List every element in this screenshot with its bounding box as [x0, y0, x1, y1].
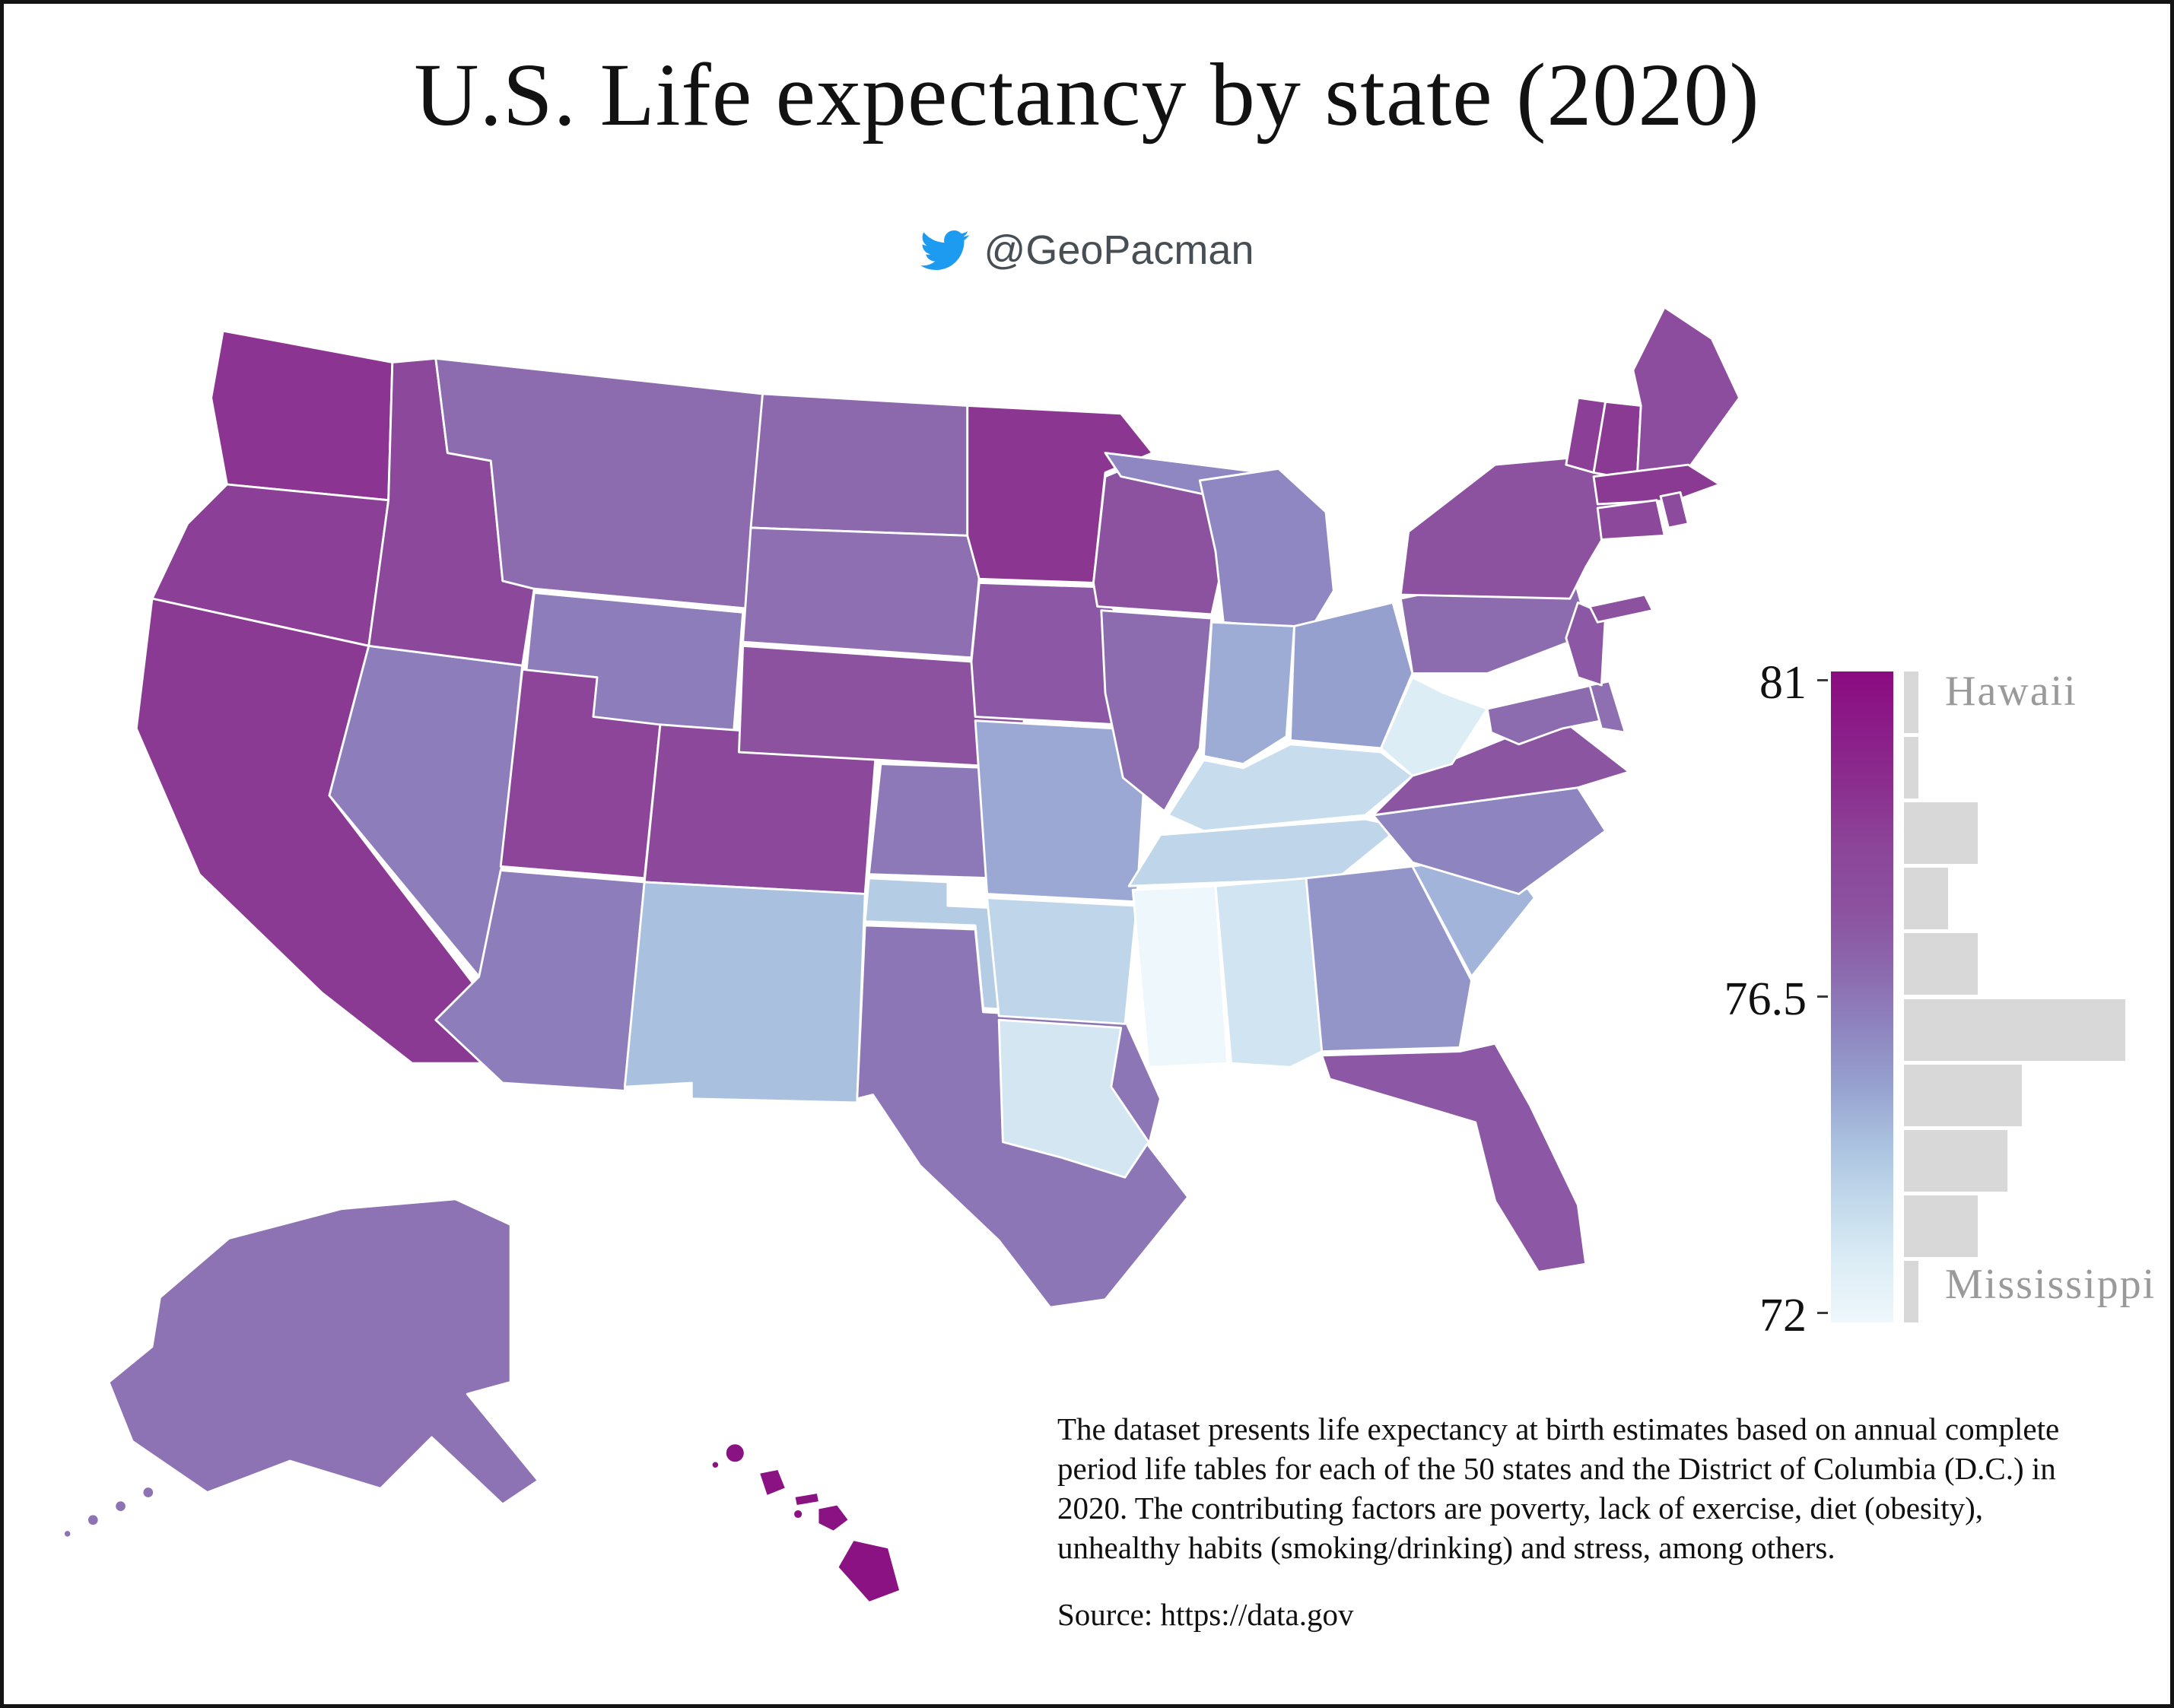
legend-lowest-state-label: Mississippi	[1945, 1261, 2157, 1308]
legend-tick-mid: 76.5	[1724, 973, 1807, 1025]
state-HI-big-island	[836, 1538, 902, 1604]
source-line: Source: https://data.gov	[1057, 1597, 1354, 1632]
legend-histogram-bar	[1904, 737, 1919, 799]
footer: The dataset presents life expectancy at …	[1057, 1409, 2061, 1634]
legend-histogram-bar	[1904, 671, 1919, 733]
us-choropleth-map	[62, 306, 1741, 1604]
state-HI-lanai	[792, 1508, 805, 1520]
state-AK-aleutian-island	[113, 1499, 128, 1513]
states-layer	[62, 306, 1741, 1604]
state-NM	[623, 881, 866, 1104]
state-TN	[1127, 817, 1402, 887]
legend-tick-mark-max	[1817, 679, 1828, 681]
state-MO	[974, 719, 1146, 903]
state-WA	[210, 329, 394, 502]
state-IN	[1203, 621, 1295, 766]
dataset-description: The dataset presents life expectancy at …	[1057, 1411, 2060, 1565]
state-MA	[1592, 463, 1721, 506]
state-IL	[1100, 609, 1213, 813]
legend-histogram-bar	[1904, 1064, 2023, 1126]
state-HI-niihau	[710, 1459, 721, 1470]
page-title: U.S. Life expectancy by state (2020)	[414, 45, 1760, 144]
twitter-handle: @GeoPacman	[984, 227, 1254, 273]
state-AK-aleutian-island	[62, 1529, 73, 1539]
state-HI-oahu	[757, 1468, 788, 1498]
state-CT	[1596, 499, 1666, 541]
legend-histogram-bar	[1904, 1129, 2007, 1192]
state-RI	[1659, 490, 1689, 529]
state-SD	[742, 526, 981, 659]
legend-histogram-bar	[1904, 1195, 1978, 1257]
state-ND	[749, 392, 969, 537]
state-FL	[1321, 1042, 1588, 1273]
state-AL	[1214, 877, 1324, 1068]
state-MS	[1131, 884, 1228, 1068]
legend-histogram-bar	[1904, 802, 1978, 865]
legend-histogram	[1904, 671, 2125, 1322]
state-MI	[1198, 467, 1335, 632]
state-HI-maui	[816, 1503, 850, 1533]
state-NY-long-island	[1588, 593, 1654, 624]
state-GA	[1305, 865, 1473, 1053]
legend-tick-mark-min	[1817, 1312, 1828, 1314]
state-HI-kauai	[723, 1442, 746, 1465]
byline: @GeoPacman	[4, 226, 2170, 275]
state-AK-aleutian-island	[141, 1485, 155, 1500]
legend-histogram-bar	[1904, 1260, 1919, 1322]
legend-highest-state-label: Hawaii	[1945, 668, 2077, 715]
twitter-bird-icon	[920, 230, 969, 271]
legend-histogram-bar	[1904, 868, 1949, 930]
legend-colorbar	[1831, 671, 1893, 1322]
state-LA	[997, 1018, 1150, 1179]
legend-tick-min: 72	[1759, 1290, 1807, 1341]
state-DE	[1588, 680, 1626, 734]
state-KY	[1167, 743, 1414, 833]
legend-tick-max: 81	[1759, 657, 1807, 709]
legend-histogram-bar	[1904, 933, 1978, 995]
state-AR	[986, 897, 1138, 1025]
state-ME	[1632, 306, 1741, 482]
state-AK	[107, 1198, 539, 1506]
state-HI-molokai	[793, 1491, 822, 1508]
state-AK-aleutian-island	[86, 1513, 100, 1527]
legend-histogram-bar	[1904, 998, 2125, 1061]
legend-tick-mark-mid	[1817, 995, 1828, 998]
